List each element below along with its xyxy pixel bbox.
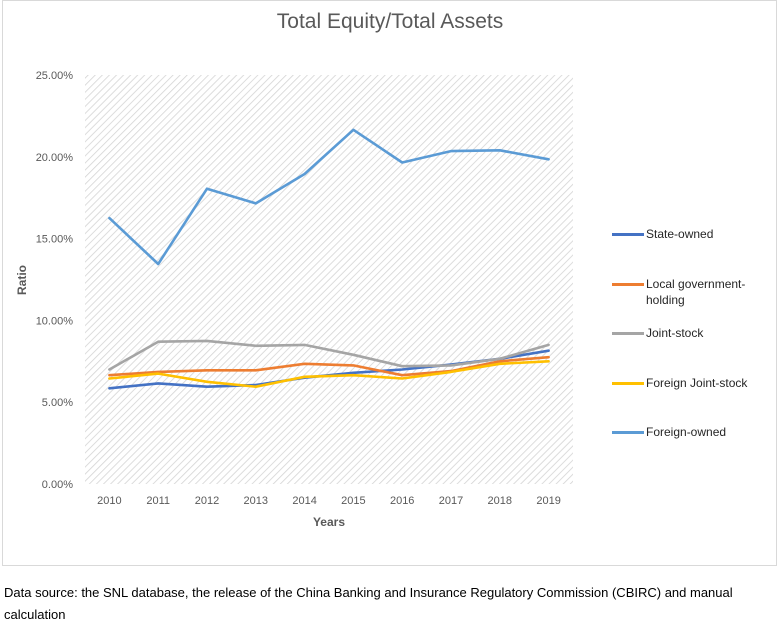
chart-title: Total Equity/Total Assets	[276, 10, 504, 33]
x-tick-label: 2011	[146, 495, 170, 507]
x-tick-label: 2012	[195, 495, 219, 507]
plot-area	[85, 75, 573, 484]
x-axis-tick-labels: 2010 2011 2012 2013 2014 2015 2016 2017 2018 2019	[97, 495, 561, 507]
legend-swatch	[612, 283, 644, 286]
x-tick-label: 2017	[439, 495, 463, 507]
series-line-joint-stock	[108, 339, 550, 371]
legend-swatch	[612, 332, 644, 335]
y-tick-label: 15.00%	[36, 234, 74, 246]
x-tick-label: 2014	[292, 495, 316, 507]
x-tick-label: 2019	[536, 495, 560, 507]
legend-label: Local government-holding	[646, 277, 746, 307]
x-tick-label: 2018	[488, 495, 512, 507]
x-tick-label: 2015	[341, 495, 365, 507]
y-tick-label: 20.00%	[36, 152, 74, 164]
series-line-local-government-holding	[108, 355, 550, 377]
legend-swatch	[612, 233, 644, 236]
x-tick-label: 2010	[97, 495, 121, 507]
series-line-foreign-joint-stock	[108, 359, 550, 389]
x-axis-title: Years	[313, 515, 345, 529]
figure-caption: Data source: the SNL database, the relea…	[4, 585, 733, 622]
legend-label: Foreign-owned	[646, 425, 727, 439]
legend-label: State-owned	[646, 227, 714, 241]
x-tick-label: 2013	[244, 495, 268, 507]
y-tick-label: 25.00%	[36, 70, 74, 82]
legend-label: Joint-stock	[646, 326, 704, 340]
y-tick-label: 5.00%	[42, 397, 73, 409]
x-tick-label: 2016	[390, 495, 414, 507]
y-axis-tick-labels: 0.00% 5.00% 10.00% 15.00% 20.00% 25.00%	[36, 70, 74, 491]
legend-label: Foreign Joint-stock	[646, 376, 748, 390]
y-tick-label: 0.00%	[42, 479, 73, 491]
line-chart: 0.00%5.00%10.00%15.00%20.00%25.00% 2010 2…	[15, 70, 573, 529]
legend-swatch	[612, 431, 644, 434]
y-tick-label: 10.00%	[36, 315, 74, 327]
y-axis-title: Ratio	[15, 265, 29, 295]
series-line-foreign-owned	[108, 128, 550, 266]
series-lines	[108, 128, 550, 390]
legend-swatch	[612, 382, 644, 385]
